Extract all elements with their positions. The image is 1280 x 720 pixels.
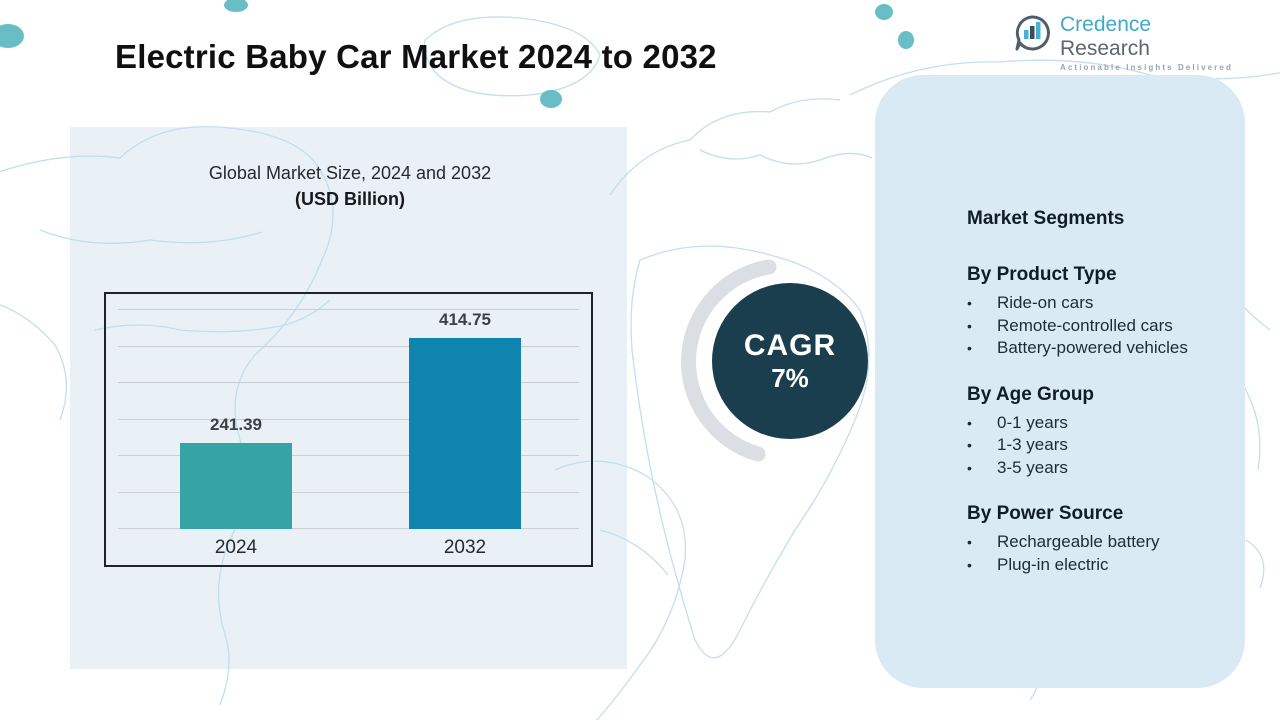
bullet: • (967, 437, 972, 453)
bar-value-label: 241.39 (210, 415, 262, 434)
page-title: Electric Baby Car Market 2024 to 2032 (115, 38, 717, 75)
gridline (118, 345, 579, 347)
segment-item: • Rechargeable battery (967, 531, 1217, 554)
gridline (118, 382, 579, 383)
segment-heading: By Age Group (967, 383, 1095, 405)
chart-heading: Global Market Size, 2024 and 2032 (USD B… (120, 160, 580, 212)
bullet: • (967, 556, 972, 573)
chart-title: Global Market Size, 2024 and 2032 (208, 163, 492, 183)
segment-item: • Ride-on cars (967, 292, 1217, 315)
segment-heading: By Product Type (967, 264, 1117, 285)
segment-group-age-group: By Age Group • 0-1 years • 1-3 years • 3-5 … (967, 384, 1217, 480)
segment-item-label: 1-3 years (997, 435, 1068, 454)
logo-name: Credence Research (1060, 13, 1152, 60)
chart-subtitle: (USD Billion) (295, 189, 405, 209)
segment-item-label: Ride-on cars (997, 293, 1094, 312)
segments-title: Market Segments (967, 208, 1125, 229)
segment-item: • 3-5 years (967, 457, 1217, 480)
segment-heading: By Power Source (967, 503, 1124, 524)
cagr-value: 7% (771, 363, 809, 393)
segment-item-label: Rechargeable battery (997, 532, 1160, 551)
bar-2032 (409, 337, 521, 529)
category-label: 2032 (443, 537, 487, 558)
segment-item-label: 0-1 years (997, 412, 1068, 432)
bullet: • (967, 414, 972, 431)
segment-item: • 1-3 years (967, 434, 1217, 457)
segment-group-product-type: By Product Type • Ride-on cars • Remote-co… (967, 264, 1217, 360)
bar-group-2024: 241.39 2024 (180, 294, 292, 565)
gridline (118, 528, 579, 529)
bullet: • (967, 340, 972, 356)
category-label: 2024 (214, 537, 258, 558)
segment-item: • Remote-controlled cars (967, 315, 1217, 338)
bar-2024 (180, 443, 292, 529)
cagr-label: CAGR (743, 329, 837, 362)
bar-group-2032: 414.75 2032 (409, 294, 521, 565)
segment-item-label: Remote-controlled cars (997, 315, 1173, 335)
bar-chart-bubble-icon (1012, 13, 1052, 58)
logo-tagline: Actionable Insights Delivered (1060, 63, 1233, 72)
segment-item: • Plug-in electric (967, 554, 1217, 577)
gridline (118, 418, 579, 420)
bar-chart: 241.39 2024 414.75 2032 (104, 292, 593, 567)
bar-value-label: 414.75 (439, 309, 491, 329)
chart-plot: 241.39 2024 414.75 2032 (106, 294, 591, 565)
segment-item: • 0-1 years (967, 412, 1217, 435)
segment-item-label: Battery-powered vehicles (997, 338, 1188, 357)
gridline (118, 491, 579, 493)
cagr-badge: CAGR 7% (712, 283, 868, 439)
bullet: • (967, 459, 972, 476)
bullet: • (967, 317, 972, 334)
segment-item-label: Plug-in electric (997, 554, 1109, 574)
segment-group-power-source: By Power Source • Rechargeable battery • P… (967, 503, 1217, 576)
gridline (118, 455, 579, 456)
credence-research-logo: Credence Research Actionable Insights De… (1012, 13, 1242, 72)
bullet: • (967, 295, 972, 311)
segment-item-label: 3-5 years (997, 457, 1068, 477)
bullet: • (967, 534, 972, 550)
segment-item: • Battery-powered vehicles (967, 337, 1217, 360)
market-segments-panel: Market Segments By Product Type • Ride-on… (875, 75, 1245, 688)
gridline (118, 309, 579, 310)
